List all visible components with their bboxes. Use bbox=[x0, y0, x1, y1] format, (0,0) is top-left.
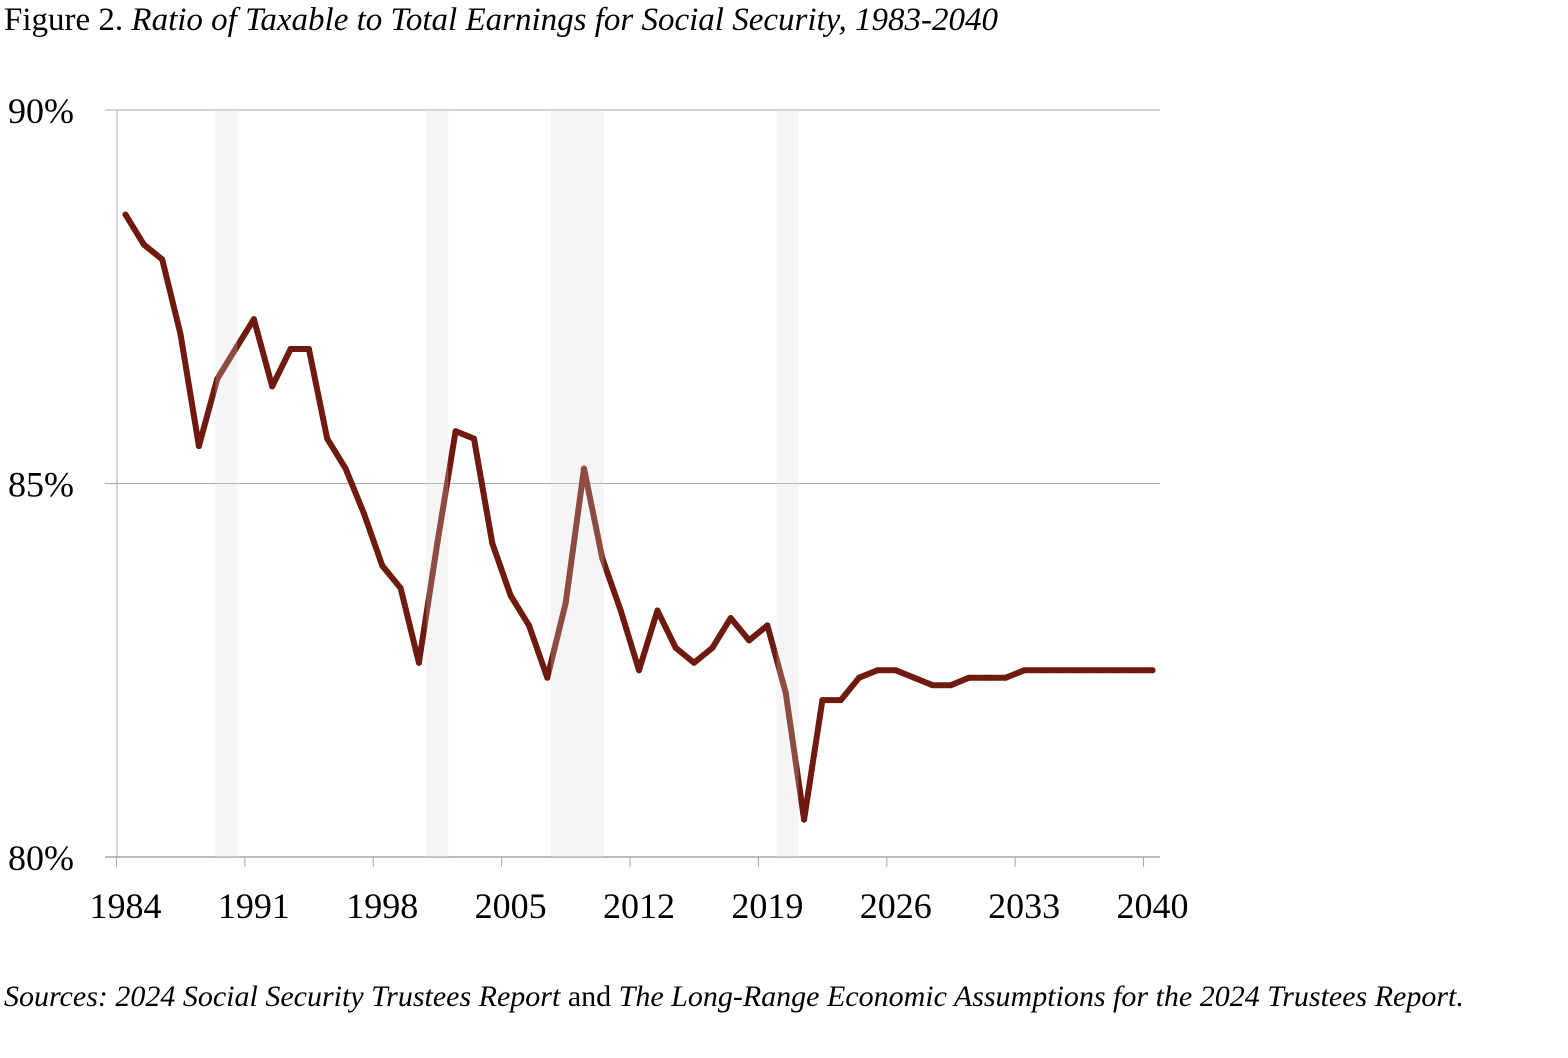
data-point bbox=[746, 637, 753, 644]
x-tick-label: 2019 bbox=[731, 886, 803, 926]
data-point bbox=[1057, 667, 1064, 674]
data-point bbox=[1149, 667, 1156, 674]
data-point bbox=[892, 667, 899, 674]
source-connector: and bbox=[560, 980, 619, 1013]
x-tick-label: 1991 bbox=[218, 886, 290, 926]
data-point bbox=[434, 540, 441, 547]
source-part-1: Sources: 2024 Social Security Trustees R… bbox=[4, 980, 561, 1013]
data-point bbox=[856, 674, 863, 681]
data-point bbox=[287, 346, 294, 353]
data-point bbox=[489, 540, 496, 547]
data-point bbox=[1039, 667, 1046, 674]
y-tick-label: 80% bbox=[8, 838, 74, 878]
figure-label: Figure 2. bbox=[4, 2, 124, 38]
data-point bbox=[947, 682, 954, 689]
data-point bbox=[159, 256, 166, 263]
data-point bbox=[581, 465, 587, 472]
data-point bbox=[654, 607, 661, 614]
data-point bbox=[1112, 667, 1119, 674]
data-point bbox=[525, 622, 532, 629]
data-point bbox=[452, 428, 459, 435]
data-point bbox=[929, 682, 936, 689]
y-tick-label: 85% bbox=[8, 465, 74, 505]
data-point bbox=[360, 510, 367, 517]
data-point bbox=[269, 383, 276, 390]
data-point bbox=[617, 607, 624, 614]
data-point bbox=[1076, 667, 1083, 674]
shaded-period-overlay bbox=[426, 110, 449, 857]
data-point bbox=[727, 614, 734, 621]
data-point bbox=[636, 667, 643, 674]
figure-title: Figure 2. Ratio of Taxable to Total Earn… bbox=[4, 2, 998, 39]
series-layer bbox=[122, 211, 1156, 823]
data-point bbox=[837, 697, 844, 704]
shaded-period-overlay bbox=[215, 110, 238, 857]
data-point bbox=[1131, 667, 1138, 674]
y-tick-label: 90% bbox=[8, 91, 74, 131]
gridlines bbox=[105, 109, 1160, 484]
data-point bbox=[122, 211, 129, 218]
data-point bbox=[140, 241, 147, 248]
x-tick-label: 2005 bbox=[475, 886, 547, 926]
data-point bbox=[911, 674, 918, 681]
axes bbox=[105, 109, 1160, 867]
line-chart: 80% 85% 90% 1984 1991 1998 2005 2012 2019 2026 20… bbox=[8, 91, 1189, 926]
x-tick-label: 1998 bbox=[346, 886, 418, 926]
x-tick-label: 1984 bbox=[90, 886, 162, 926]
data-point bbox=[250, 316, 257, 323]
x-tick-label: 2033 bbox=[988, 886, 1060, 926]
data-point bbox=[397, 585, 404, 592]
y-tick-labels: 80% 85% 90% bbox=[8, 91, 74, 878]
data-point bbox=[984, 674, 991, 681]
x-tick-label: 2012 bbox=[603, 886, 675, 926]
data-point bbox=[764, 622, 771, 629]
data-point bbox=[1002, 674, 1009, 681]
data-point bbox=[415, 659, 422, 666]
shaded-period-overlay bbox=[550, 110, 605, 857]
data-point bbox=[379, 562, 386, 569]
data-point bbox=[195, 443, 202, 450]
data-point bbox=[966, 674, 973, 681]
data-point bbox=[305, 346, 312, 353]
data-point bbox=[801, 816, 808, 823]
data-point bbox=[324, 435, 331, 442]
data-point bbox=[214, 375, 221, 382]
data-point bbox=[709, 644, 716, 651]
x-tick-labels: 1984 1991 1998 2005 2012 2019 2026 2033 2040 bbox=[90, 886, 1189, 926]
data-point bbox=[507, 592, 514, 599]
data-point bbox=[177, 331, 184, 338]
figure-title-text: Ratio of Taxable to Total Earnings for S… bbox=[131, 2, 998, 38]
shaded-period-overlay bbox=[776, 110, 799, 857]
data-point bbox=[1021, 667, 1028, 674]
data-point bbox=[874, 667, 881, 674]
data-point bbox=[544, 674, 551, 681]
series-line bbox=[122, 211, 1156, 823]
x-tick-label: 2040 bbox=[1117, 886, 1189, 926]
source-part-2: The Long-Range Economic Assumptions for … bbox=[618, 980, 1464, 1013]
data-point bbox=[782, 689, 789, 696]
source-note: Sources: 2024 Social Security Trustees R… bbox=[4, 978, 1554, 1016]
data-point bbox=[470, 435, 477, 442]
shaded-periods-overlay bbox=[215, 110, 799, 857]
data-point bbox=[342, 465, 349, 472]
data-point bbox=[562, 600, 569, 607]
data-point bbox=[599, 555, 606, 562]
data-point bbox=[1094, 667, 1101, 674]
data-point bbox=[819, 697, 826, 704]
x-tick-label: 2026 bbox=[860, 886, 932, 926]
data-point bbox=[691, 659, 698, 666]
data-point bbox=[232, 346, 239, 353]
data-point bbox=[672, 644, 679, 651]
